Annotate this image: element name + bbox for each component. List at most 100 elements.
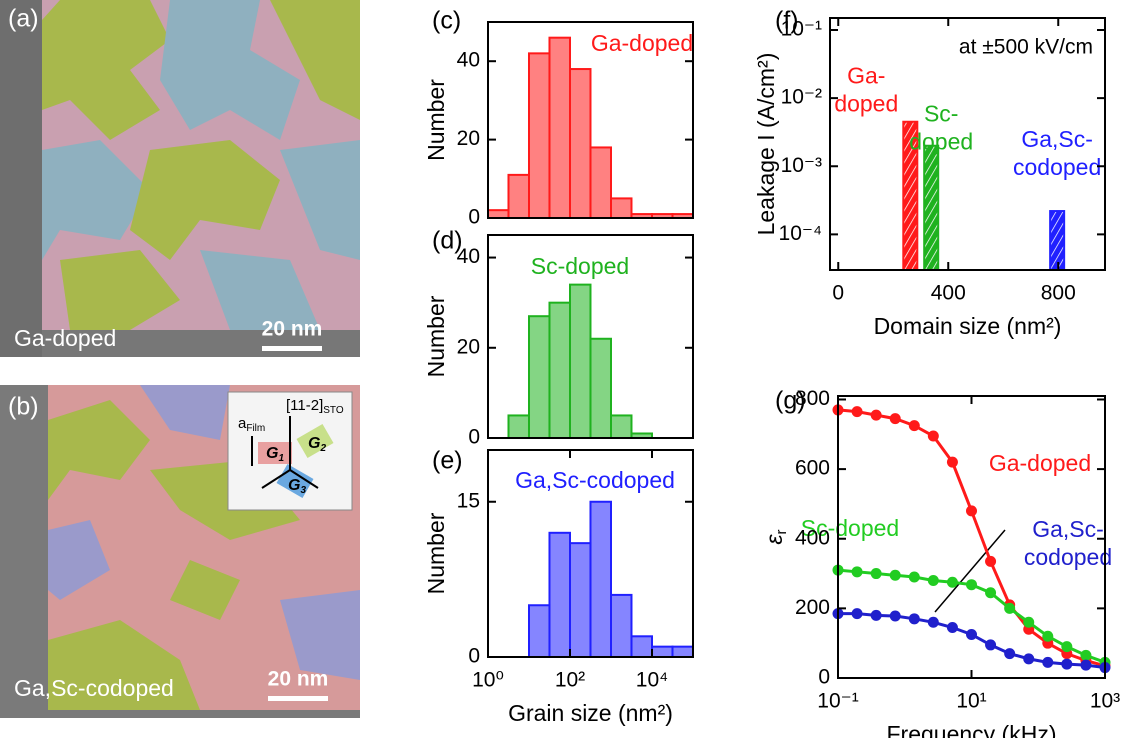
point [1061,641,1072,652]
series-label-line: Ga- [847,63,885,89]
histogram-bar [549,303,570,438]
histogram-bar [570,285,590,438]
series-label: Sc-doped [909,101,973,155]
y-tick-label: 15 [457,489,480,512]
y-tick-label: 0 [468,426,480,449]
caption: Ga-doped [14,325,116,351]
inset-sub: 3 [300,485,306,496]
inset-text: G [288,477,300,494]
scale-bar-label: 20 nm [268,668,329,691]
point [966,629,977,640]
point [1004,603,1015,614]
histogram-bar [652,647,672,657]
y-tick-label: 10⁻⁴ [779,222,822,245]
point [947,457,958,468]
x-tick-label: 10² [555,669,585,692]
y-tick-label: 0 [468,645,480,668]
point [890,611,901,622]
y-tick-label: 20 [457,335,480,358]
histogram-bar [570,543,590,657]
histogram-bar [590,147,611,218]
histogram-bar [508,175,529,218]
histogram-bar [611,415,631,438]
x-axis-label: Frequency (kHz) [887,721,1057,738]
series-label: Ga-doped [834,63,898,117]
inset-sub: Film [246,423,265,434]
scale-bar [262,346,322,351]
point [928,617,939,628]
point [890,413,901,424]
series-label: Ga,Sc-codoped [515,467,675,493]
point [909,420,920,431]
histogram-bar [672,647,693,657]
point [1004,648,1015,659]
point [985,639,996,650]
y-axis-label: Leakage I (A/cm²) [753,53,779,236]
y-axis-label: εr [761,529,790,544]
point [852,608,863,619]
series-label-line: Ga,Sc- [1021,126,1093,152]
histogram-bar [508,415,529,438]
y-tick-label: 0 [818,666,830,689]
series-label-line: codoped [1024,544,1112,570]
histogram-bar [529,605,549,657]
panel-label: (c) [432,7,461,35]
series-label-line: codoped [1013,154,1101,180]
point [871,568,882,579]
x-tick-label: 10¹ [956,690,986,713]
figure: (a) Ga-doped 20 nm aFilm [11-2]STO G1 G2… [0,0,1131,738]
page: {"images": [ {"label": "(a)", "caption":… [0,0,1131,738]
x-axis-label: Grain size (nm²) [508,700,673,726]
point [985,556,996,567]
x-tick-label: 400 [931,282,966,305]
histogram-bar [570,69,590,218]
y-axis-label: Number [423,79,449,161]
y-tick-label: 40 [457,245,480,268]
histogram-bar [529,53,549,218]
point [947,622,958,633]
micrograph-b: aFilm [11-2]STO G1 G2 G3 (b) Ga,Sc-codop… [0,385,360,718]
caption: Ga,Sc-codoped [14,675,174,701]
series-label-line: doped [834,91,898,117]
histogram-bar [611,198,631,218]
point [1023,617,1034,628]
y-tick-label: 20 [457,127,480,150]
x-tick-label: 0 [832,282,844,305]
point [1042,631,1053,642]
scale-bar [268,696,328,701]
x-tick-label: 10⁻¹ [817,690,858,713]
series-label: Ga-doped [591,30,693,56]
y-tick-label: 400 [795,526,830,549]
x-tick-label: 10³ [1090,690,1120,713]
panel-label: (b) [8,393,39,421]
histogram-bar [631,636,652,657]
inset-text: [11-2] [286,397,323,414]
inset-sub: 1 [278,453,284,464]
histogram-bar [549,533,570,657]
point [947,577,958,588]
point [1023,653,1034,664]
y-tick-label: 10⁻¹ [781,18,822,41]
point [871,610,882,621]
histogram-bar [590,502,611,657]
y-tick-label: 0 [468,206,480,229]
bar [924,146,938,270]
y-axis-label-sub: r [773,529,790,534]
histogram-bar [611,595,631,657]
histogram-bar [549,38,570,218]
annotation: at ±500 kV/cm [959,36,1093,59]
point [871,410,882,421]
histogram-bar [529,316,549,438]
x-axis-label: Domain size (nm²) [874,313,1062,339]
point [985,587,996,598]
inset-sub: STO [323,405,344,416]
histogram-bar [590,339,611,438]
inset-text: G [308,435,320,452]
inset-text: G [266,445,278,462]
x-tick-label: 10⁴ [636,669,668,692]
series-label-line: Ga,Sc- [1032,516,1104,542]
histogram-bar [488,210,508,218]
panel-label: (e) [432,447,463,475]
y-tick-label: 600 [795,457,830,480]
bar [1050,211,1064,270]
